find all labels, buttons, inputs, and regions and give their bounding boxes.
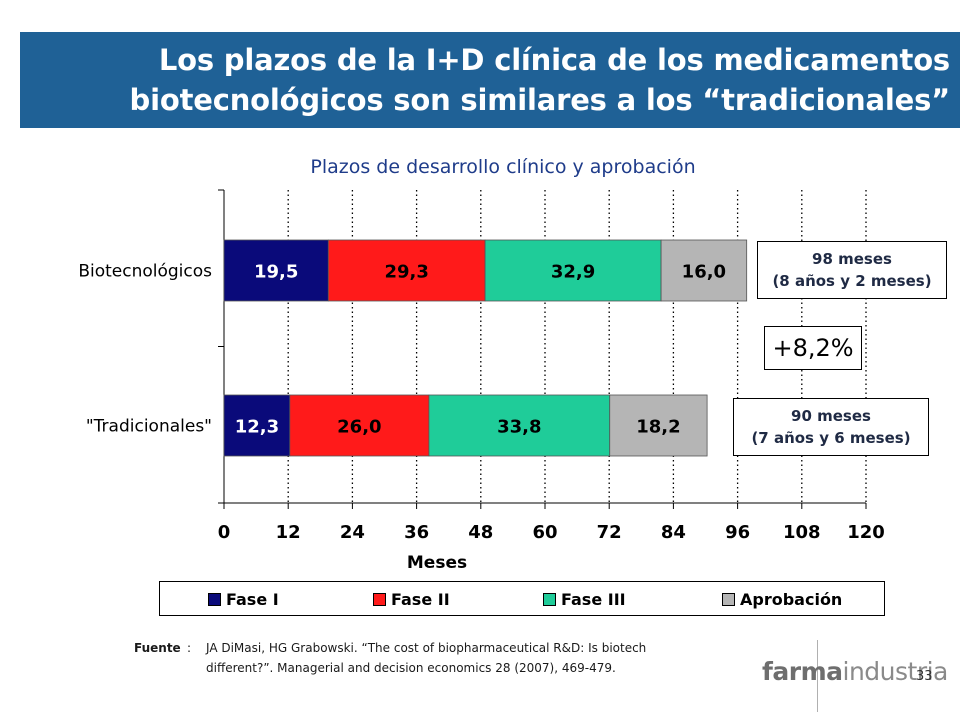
logo-divider: [817, 640, 818, 712]
x-tick-label-60: 60: [532, 522, 557, 543]
legend-swatch-fase-3: [543, 593, 556, 606]
bio-total-callout: 98 meses (8 años y 2 meses): [757, 241, 947, 299]
x-axis-label: Meses: [407, 553, 467, 573]
legend-item-fase-2: Fase II: [373, 590, 450, 609]
slide-title-line2: biotecnológicos son similares a los “tra…: [129, 83, 951, 117]
bar-aprobacion-row-0: [660, 239, 748, 302]
slide-title: Los plazos de la I+D clínica de los medi…: [90, 40, 951, 120]
legend-swatch-aprobacion: [722, 593, 735, 606]
x-tick-label-84: 84: [661, 522, 686, 543]
trad-total-years: (7 años y 6 meses): [751, 429, 911, 447]
trad-total-callout: 90 meses (7 años y 6 meses): [733, 398, 929, 456]
x-tick-label-24: 24: [340, 522, 365, 543]
chart-title: Plazos de desarrollo clínico y aprobació…: [310, 156, 696, 178]
legend-item-aprobacion: Aprobación: [722, 590, 842, 609]
farmaindustria-logo: farmaindustria: [762, 657, 948, 686]
source-line2: different?”. Managerial and decision eco…: [206, 661, 616, 675]
bio-total-years: (8 años y 2 meses): [772, 272, 932, 290]
legend-item-fase-1: Fase I: [208, 590, 279, 609]
x-tick-label-120: 120: [847, 522, 885, 543]
legend-swatch-fase-1: [208, 593, 221, 606]
x-tick-label-72: 72: [597, 522, 622, 543]
legend-label-fase-1: Fase I: [226, 590, 279, 609]
x-tick-label-12: 12: [276, 522, 301, 543]
x-tick-label-96: 96: [725, 522, 750, 543]
source-colon: :: [187, 641, 192, 655]
x-tick-label-36: 36: [404, 522, 429, 543]
chart-legend: Fase I Fase II Fase III Aprobación: [159, 581, 885, 616]
bar-fase-2-row-0: [327, 239, 486, 302]
data-label-fase-3-row-1: 33,8: [497, 417, 541, 438]
legend-label-fase-3: Fase III: [561, 590, 626, 609]
legend-label-aprobacion: Aprobación: [740, 590, 843, 609]
trad-total-months: 90 meses: [791, 407, 871, 425]
bar-fase-1-row-1: [223, 394, 291, 457]
source-line1: JA DiMasi, HG Grabowski. “The cost of bi…: [206, 641, 647, 655]
x-tick-label-48: 48: [468, 522, 493, 543]
logo-light-text: industria: [842, 657, 949, 686]
x-tick-label-108: 108: [783, 522, 821, 543]
bar-fase-3-row-1: [428, 394, 611, 457]
bio-total-months: 98 meses: [812, 250, 892, 268]
page-number: 33: [916, 669, 933, 684]
difference-callout: +8,2%: [764, 326, 862, 370]
data-label-fase-3-row-0: 32,9: [551, 262, 595, 283]
title-band: [20, 32, 960, 128]
logo-bold-text: farma: [762, 657, 843, 686]
slide-title-line1: Los plazos de la I+D clínica de los medi…: [158, 43, 950, 77]
data-label-fase-1-row-0: 19,5: [254, 262, 298, 283]
category-label-0: Biotecnológicos: [78, 262, 212, 282]
legend-swatch-fase-2: [373, 593, 386, 606]
data-label-fase-1-row-1: 12,3: [235, 417, 279, 438]
bar-fase-3-row-0: [484, 239, 662, 302]
data-label-fase-2-row-1: 26,0: [337, 417, 381, 438]
source-label: Fuente: [134, 641, 181, 655]
legend-item-fase-3: Fase III: [543, 590, 626, 609]
data-label-aprobacion-row-0: 16,0: [682, 262, 726, 283]
bar-aprobacion-row-1: [609, 394, 708, 457]
bar-fase-1-row-0: [223, 239, 329, 302]
data-label-aprobacion-row-1: 18,2: [636, 417, 680, 438]
category-label-1: "Tradicionales": [86, 417, 212, 437]
data-label-fase-2-row-0: 29,3: [384, 262, 428, 283]
legend-label-fase-2: Fase II: [391, 590, 450, 609]
source-text: JA DiMasi, HG Grabowski. “The cost of bi…: [206, 638, 766, 678]
x-tick-label-0: 0: [218, 522, 231, 543]
